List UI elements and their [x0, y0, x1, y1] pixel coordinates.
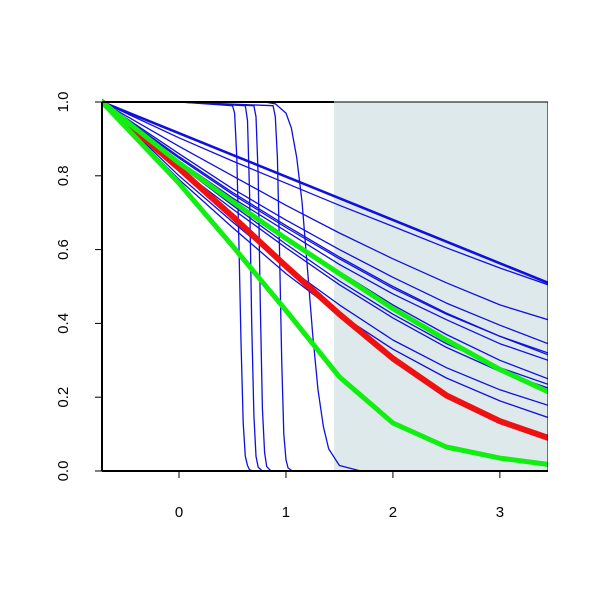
x-tick-label: 3	[496, 504, 504, 521]
y-tick-label: 0.4	[55, 313, 72, 334]
series-line-16-blue	[102, 101, 548, 406]
y-tick-label: 0.0	[55, 461, 72, 482]
x-tick-label: 0	[175, 504, 183, 521]
y-tick-label: 1.0	[55, 92, 72, 113]
series-line-20-green	[102, 99, 548, 467]
series-line-11-blue	[102, 101, 548, 356]
series-line-7-blue	[102, 101, 548, 286]
shaded-region	[334, 102, 548, 471]
series-line-18-red	[102, 99, 548, 441]
series-line-1-blue	[102, 101, 548, 471]
series-line-19-green	[102, 99, 548, 395]
x-axis: 0 1 2 3	[102, 470, 548, 521]
plot-area	[102, 99, 548, 471]
x-tick-label: 2	[389, 504, 397, 521]
y-tick-label: 0.2	[55, 387, 72, 408]
series-line-8-blue	[102, 101, 548, 321]
series-line-6-blue	[102, 100, 548, 285]
y-tick-label: 0.8	[55, 165, 72, 186]
series-line-9-blue	[102, 101, 548, 345]
y-axis: 0.0 0.2 0.4 0.6 0.8 1.0	[55, 92, 103, 482]
x-tick-label: 1	[282, 504, 290, 521]
y-tick-label: 0.6	[55, 239, 72, 260]
